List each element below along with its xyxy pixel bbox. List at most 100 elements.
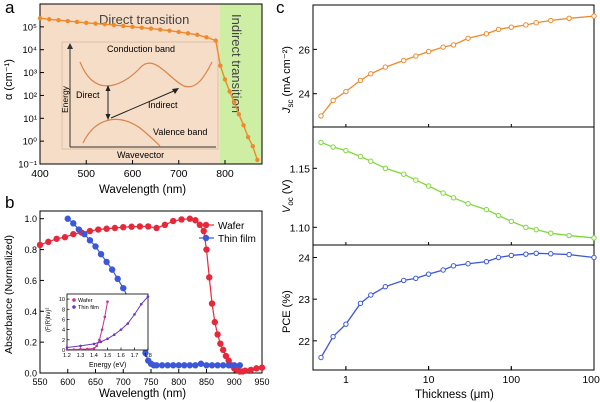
xtick-label-c-0: 1 bbox=[343, 374, 349, 386]
ytick-label-a-3: 10² bbox=[23, 91, 37, 102]
series-c0-point bbox=[483, 31, 490, 37]
ytick-label-a-0: 10⁻¹ bbox=[18, 160, 37, 171]
alpha-point bbox=[213, 38, 218, 43]
ytick-label-c2-0: 22 bbox=[298, 336, 310, 348]
series-thin-film-point bbox=[214, 362, 221, 369]
series-wafer-point bbox=[258, 364, 266, 371]
series-wafer-point bbox=[247, 366, 255, 374]
series-c2-point bbox=[343, 321, 349, 327]
region-label-direct: Direct transition bbox=[99, 12, 189, 27]
series-wafer-point bbox=[253, 365, 260, 372]
series-thin-film-point bbox=[108, 266, 116, 273]
xtick-label-a-0: 400 bbox=[31, 168, 49, 180]
inset-legend-thinfilm: Thin film bbox=[78, 305, 99, 311]
inset-series-thin-film-point bbox=[126, 322, 130, 325]
series-c bbox=[318, 13, 597, 361]
ytick-label-a-2: 10¹ bbox=[23, 114, 37, 125]
inset-xtick-label-5: 1.7 bbox=[131, 353, 139, 359]
series-c2-point bbox=[401, 277, 407, 284]
series-thin-film-point bbox=[103, 258, 110, 266]
alpha-point bbox=[102, 22, 107, 27]
series-c1-point bbox=[450, 195, 457, 201]
alpha-point bbox=[227, 89, 232, 94]
inset-ytick-label-5: 10 bbox=[59, 297, 65, 303]
series-c2-point bbox=[368, 292, 374, 298]
series-c1-point bbox=[566, 232, 572, 239]
series-c0-line bbox=[320, 15, 595, 117]
inset-series-thin-film-point bbox=[106, 337, 109, 341]
band-diagram-inset: Energy Wavevector Conduction band Valenc… bbox=[60, 41, 219, 160]
ytick-label-a-5: 10⁴ bbox=[22, 45, 37, 56]
ytick-label-c1-1: 1.15 bbox=[290, 163, 311, 175]
series-wafer-point bbox=[214, 331, 221, 338]
series-c0-point bbox=[413, 53, 419, 59]
series-c1-point bbox=[330, 144, 336, 150]
inset-series-wafer-point bbox=[95, 344, 98, 348]
series-wafer-point bbox=[161, 221, 169, 229]
series-wafer-point bbox=[208, 300, 216, 307]
xtick-label-c-2: 100 bbox=[503, 374, 521, 386]
indirect-arrow-head bbox=[172, 88, 179, 94]
xtick-label-a-3: 700 bbox=[170, 168, 188, 180]
alpha-point bbox=[139, 25, 144, 30]
series-thin-film-point bbox=[197, 360, 205, 367]
series-a bbox=[37, 15, 260, 163]
ytick-label-a-4: 10³ bbox=[23, 68, 37, 79]
alpha-point bbox=[236, 112, 242, 117]
alpha-point bbox=[167, 28, 172, 33]
series-c2-point bbox=[425, 271, 432, 277]
valence-band-label: Valence band bbox=[153, 127, 207, 137]
xtick-label-b-1: 600 bbox=[60, 377, 75, 387]
series-wafer-point bbox=[145, 223, 152, 230]
axes-b: 550 600 650 700 750 800 850 900 950 0.0 0.2 0.4 0.6 0… bbox=[24, 214, 269, 387]
series-thin-film-point bbox=[186, 362, 194, 369]
energy-axis-arrow bbox=[67, 43, 73, 49]
alpha-point bbox=[255, 157, 260, 163]
series-c1-point bbox=[413, 177, 419, 183]
series-c0-point bbox=[382, 64, 389, 70]
alpha-point bbox=[65, 18, 70, 24]
inset-series-thin-film-point bbox=[119, 328, 123, 331]
ylabel-voc: Voc (V) bbox=[281, 179, 295, 213]
ytick-label-b-2: 0.4 bbox=[24, 307, 37, 317]
series-thin-film-point bbox=[181, 362, 188, 369]
ytick-label-b-1: 0.2 bbox=[24, 338, 37, 348]
series-c2-point bbox=[533, 250, 539, 257]
alpha-point bbox=[130, 24, 135, 30]
alpha-point bbox=[185, 31, 191, 36]
ytick-label-c0-0: 24 bbox=[298, 89, 310, 101]
inset-ytick-label-1: 2 bbox=[62, 338, 65, 344]
legend-b: Wafer Thin film bbox=[199, 221, 256, 245]
series-c1-point bbox=[465, 201, 471, 207]
series-wafer-point bbox=[136, 223, 144, 230]
indirect-arrow bbox=[110, 89, 177, 119]
inset-ytick-label-3: 6 bbox=[62, 317, 65, 323]
series-wafer-point bbox=[242, 367, 249, 374]
alpha-point bbox=[204, 35, 209, 40]
series-wafer-point bbox=[153, 224, 160, 232]
series-c0-point bbox=[425, 48, 432, 55]
series-wafer-point bbox=[192, 217, 199, 224]
series-wafer-point bbox=[178, 216, 185, 223]
series-c0-point bbox=[465, 35, 471, 41]
inset-xtick-label-1: 1.3 bbox=[77, 353, 85, 359]
ylabel-b: Absorbance (Normalized) bbox=[3, 235, 15, 354]
series-c2-point bbox=[548, 251, 554, 257]
direct-label: Direct bbox=[76, 90, 100, 100]
series-c0-point bbox=[343, 88, 349, 95]
series-c0-point bbox=[357, 77, 364, 84]
series-c1-point bbox=[533, 226, 539, 233]
inset-xtick-label-2: 1.4 bbox=[90, 353, 98, 359]
ytick-label-b-3: 0.6 bbox=[24, 276, 37, 286]
series-wafer-point bbox=[206, 274, 213, 281]
series-thin-film-point bbox=[170, 362, 177, 369]
series-thin-film-point bbox=[64, 215, 71, 222]
series-wafer-point bbox=[45, 238, 52, 246]
inset-series-wafer-point bbox=[100, 328, 104, 331]
ylabel-jsc: Jsc (mA cm⁻²) bbox=[281, 46, 295, 114]
series-thin-film-point bbox=[175, 362, 182, 369]
ylabel-jsc-sub: sc bbox=[286, 100, 295, 108]
ylabel-voc-rest: (V) bbox=[281, 179, 293, 197]
alpha-point bbox=[222, 77, 228, 82]
ylabel-voc-sub: oc bbox=[286, 197, 295, 205]
